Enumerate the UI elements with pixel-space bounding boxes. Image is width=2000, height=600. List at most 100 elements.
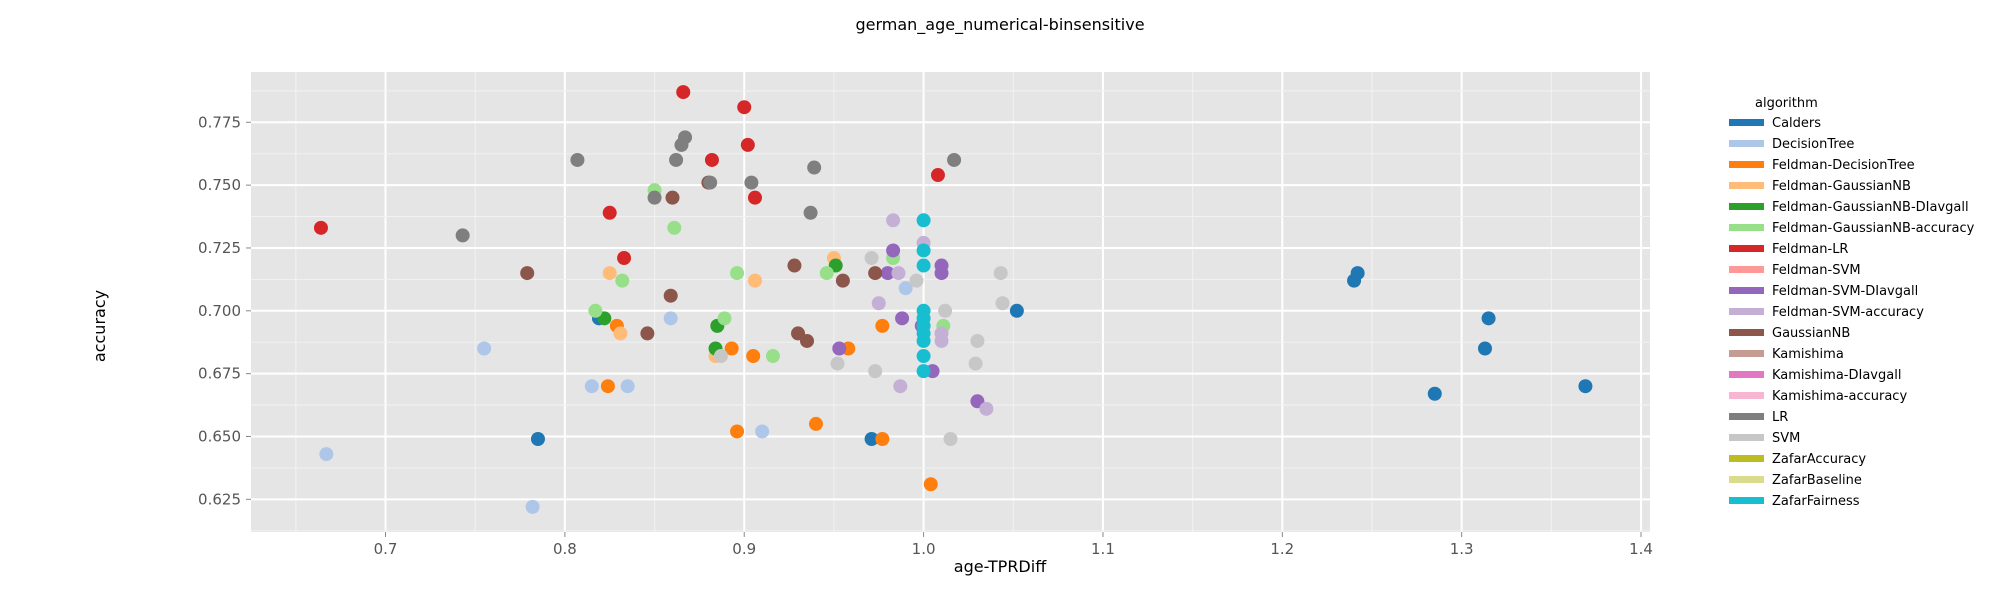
data-point-feldman-gaussiannb-accuracy [717, 311, 732, 326]
legend-swatch [1729, 434, 1764, 441]
data-point-feldman-svm-accuracy [893, 379, 908, 394]
data-point-lr [669, 152, 684, 167]
data-point-decisiontree [663, 311, 678, 326]
x-tick-label: 0.7 [374, 540, 398, 558]
data-point-feldman-svm-accuracy [979, 401, 994, 416]
data-point-gaussiannb [520, 266, 535, 281]
legend-title: algorithm [1755, 96, 1818, 111]
legend-swatch [1729, 140, 1764, 147]
data-point-feldman-lr [617, 251, 632, 266]
y-axis-ticks: 0.625 0.650 0.675 0.700 0.725 0.750 0.775 [198, 113, 251, 508]
data-point-lr [570, 152, 585, 167]
data-point-zafarfairness [916, 258, 931, 273]
x-axis-label: age-TPRDiff [954, 557, 1047, 576]
data-point-lr [807, 160, 822, 175]
data-point-gaussiannb [835, 273, 850, 288]
y-tick-label: 0.675 [198, 365, 241, 383]
legend-swatch [1729, 455, 1764, 462]
data-point-feldman-svm-diavgall [895, 311, 910, 326]
grid [251, 72, 1650, 532]
data-point-lr [703, 175, 718, 190]
x-tick-label: 0.9 [732, 540, 756, 558]
legend-label: Feldman-DecisionTree [1772, 158, 1915, 173]
y-axis-label: accuracy [90, 290, 109, 362]
x-tick-label: 1.3 [1450, 540, 1474, 558]
data-point-feldman-svm-diavgall [832, 341, 847, 356]
data-point-feldman-gaussiannb-accuracy [615, 273, 630, 288]
legend-label: Kamishima-DIavgall [1772, 368, 1901, 383]
data-point-zafarfairness [916, 364, 931, 379]
data-point-feldman-lr [740, 137, 755, 152]
data-point-gaussiannb [787, 258, 802, 273]
data-point-gaussiannb [640, 326, 655, 341]
data-point-feldman-svm-accuracy [871, 296, 886, 311]
data-point-decisiontree [319, 447, 334, 462]
legend-swatch [1729, 497, 1764, 504]
data-point-svm [909, 273, 924, 288]
data-point-feldman-lr [737, 100, 752, 115]
legend-swatch [1729, 476, 1764, 483]
plot-area [251, 72, 1650, 532]
chart-title: german_age_numerical-binsensitive [855, 15, 1144, 35]
data-point-decisiontree [525, 499, 540, 514]
data-point-gaussiannb [663, 288, 678, 303]
legend-label: GaussianNB [1772, 326, 1850, 341]
data-point-zafarfairness [916, 243, 931, 258]
y-tick-label: 0.750 [198, 176, 241, 194]
data-point-zafarfairness [916, 333, 931, 348]
x-tick-label: 1.4 [1629, 540, 1653, 558]
legend-swatch [1729, 392, 1764, 399]
data-point-calders [1009, 303, 1024, 318]
legend-swatch [1729, 413, 1764, 420]
legend-label: Kamishima-accuracy [1772, 389, 1907, 404]
data-point-feldman-decisiontree [875, 318, 890, 333]
legend-swatch [1729, 371, 1764, 378]
data-point-svm [968, 356, 983, 371]
data-point-calders [1427, 386, 1442, 401]
data-point-feldman-svm-accuracy [934, 333, 949, 348]
data-point-lr [678, 130, 693, 145]
legend-label: LR [1772, 410, 1788, 425]
legend-label: Kamishima [1772, 347, 1844, 362]
legend-swatch [1729, 161, 1764, 168]
data-point-feldman-svm-diavgall [934, 266, 949, 281]
data-point-feldman-decisiontree [808, 416, 823, 431]
data-point-feldman-gaussiannb [613, 326, 628, 341]
legend-swatch [1729, 266, 1764, 273]
x-tick-label: 1.2 [1270, 540, 1294, 558]
x-tick-label: 0.8 [553, 540, 577, 558]
data-point-svm [970, 333, 985, 348]
data-point-feldman-lr [704, 152, 719, 167]
data-point-feldman-lr [313, 220, 328, 235]
legend-label: Feldman-SVM [1772, 263, 1861, 278]
data-point-zafarfairness [916, 213, 931, 228]
data-point-feldman-svm-diavgall [886, 243, 901, 258]
legend: algorithm Calders DecisionTree Feldman-Dec… [1729, 96, 1975, 509]
legend-label: Calders [1772, 116, 1821, 131]
data-point-feldman-gaussiannb-accuracy [730, 266, 745, 281]
x-tick-label: 1.1 [1091, 540, 1115, 558]
legend-label: Feldman-SVM-accuracy [1772, 305, 1924, 320]
data-point-gaussiannb [800, 333, 815, 348]
data-point-decisiontree [477, 341, 492, 356]
data-point-decisiontree [898, 281, 913, 296]
data-point-calders [1578, 379, 1593, 394]
data-point-svm [938, 303, 953, 318]
data-point-gaussiannb [868, 266, 883, 281]
data-point-decisiontree [620, 379, 635, 394]
legend-label: ZafarBaseline [1772, 473, 1862, 488]
data-point-lr [744, 175, 759, 190]
data-point-feldman-gaussiannb [747, 273, 762, 288]
legend-label: Feldman-LR [1772, 242, 1848, 257]
legend-label: DecisionTree [1772, 137, 1854, 152]
data-point-feldman-gaussiannb-accuracy [765, 349, 780, 364]
data-point-decisiontree [584, 379, 599, 394]
data-point-feldman-decisiontree [600, 379, 615, 394]
data-point-feldman-lr [676, 85, 691, 100]
data-point-feldman-decisiontree [724, 341, 739, 356]
data-points [313, 85, 1593, 514]
data-point-feldman-gaussiannb-accuracy [588, 303, 603, 318]
y-tick-label: 0.700 [198, 302, 241, 320]
data-point-calders [1477, 341, 1492, 356]
data-point-calders [530, 431, 545, 446]
